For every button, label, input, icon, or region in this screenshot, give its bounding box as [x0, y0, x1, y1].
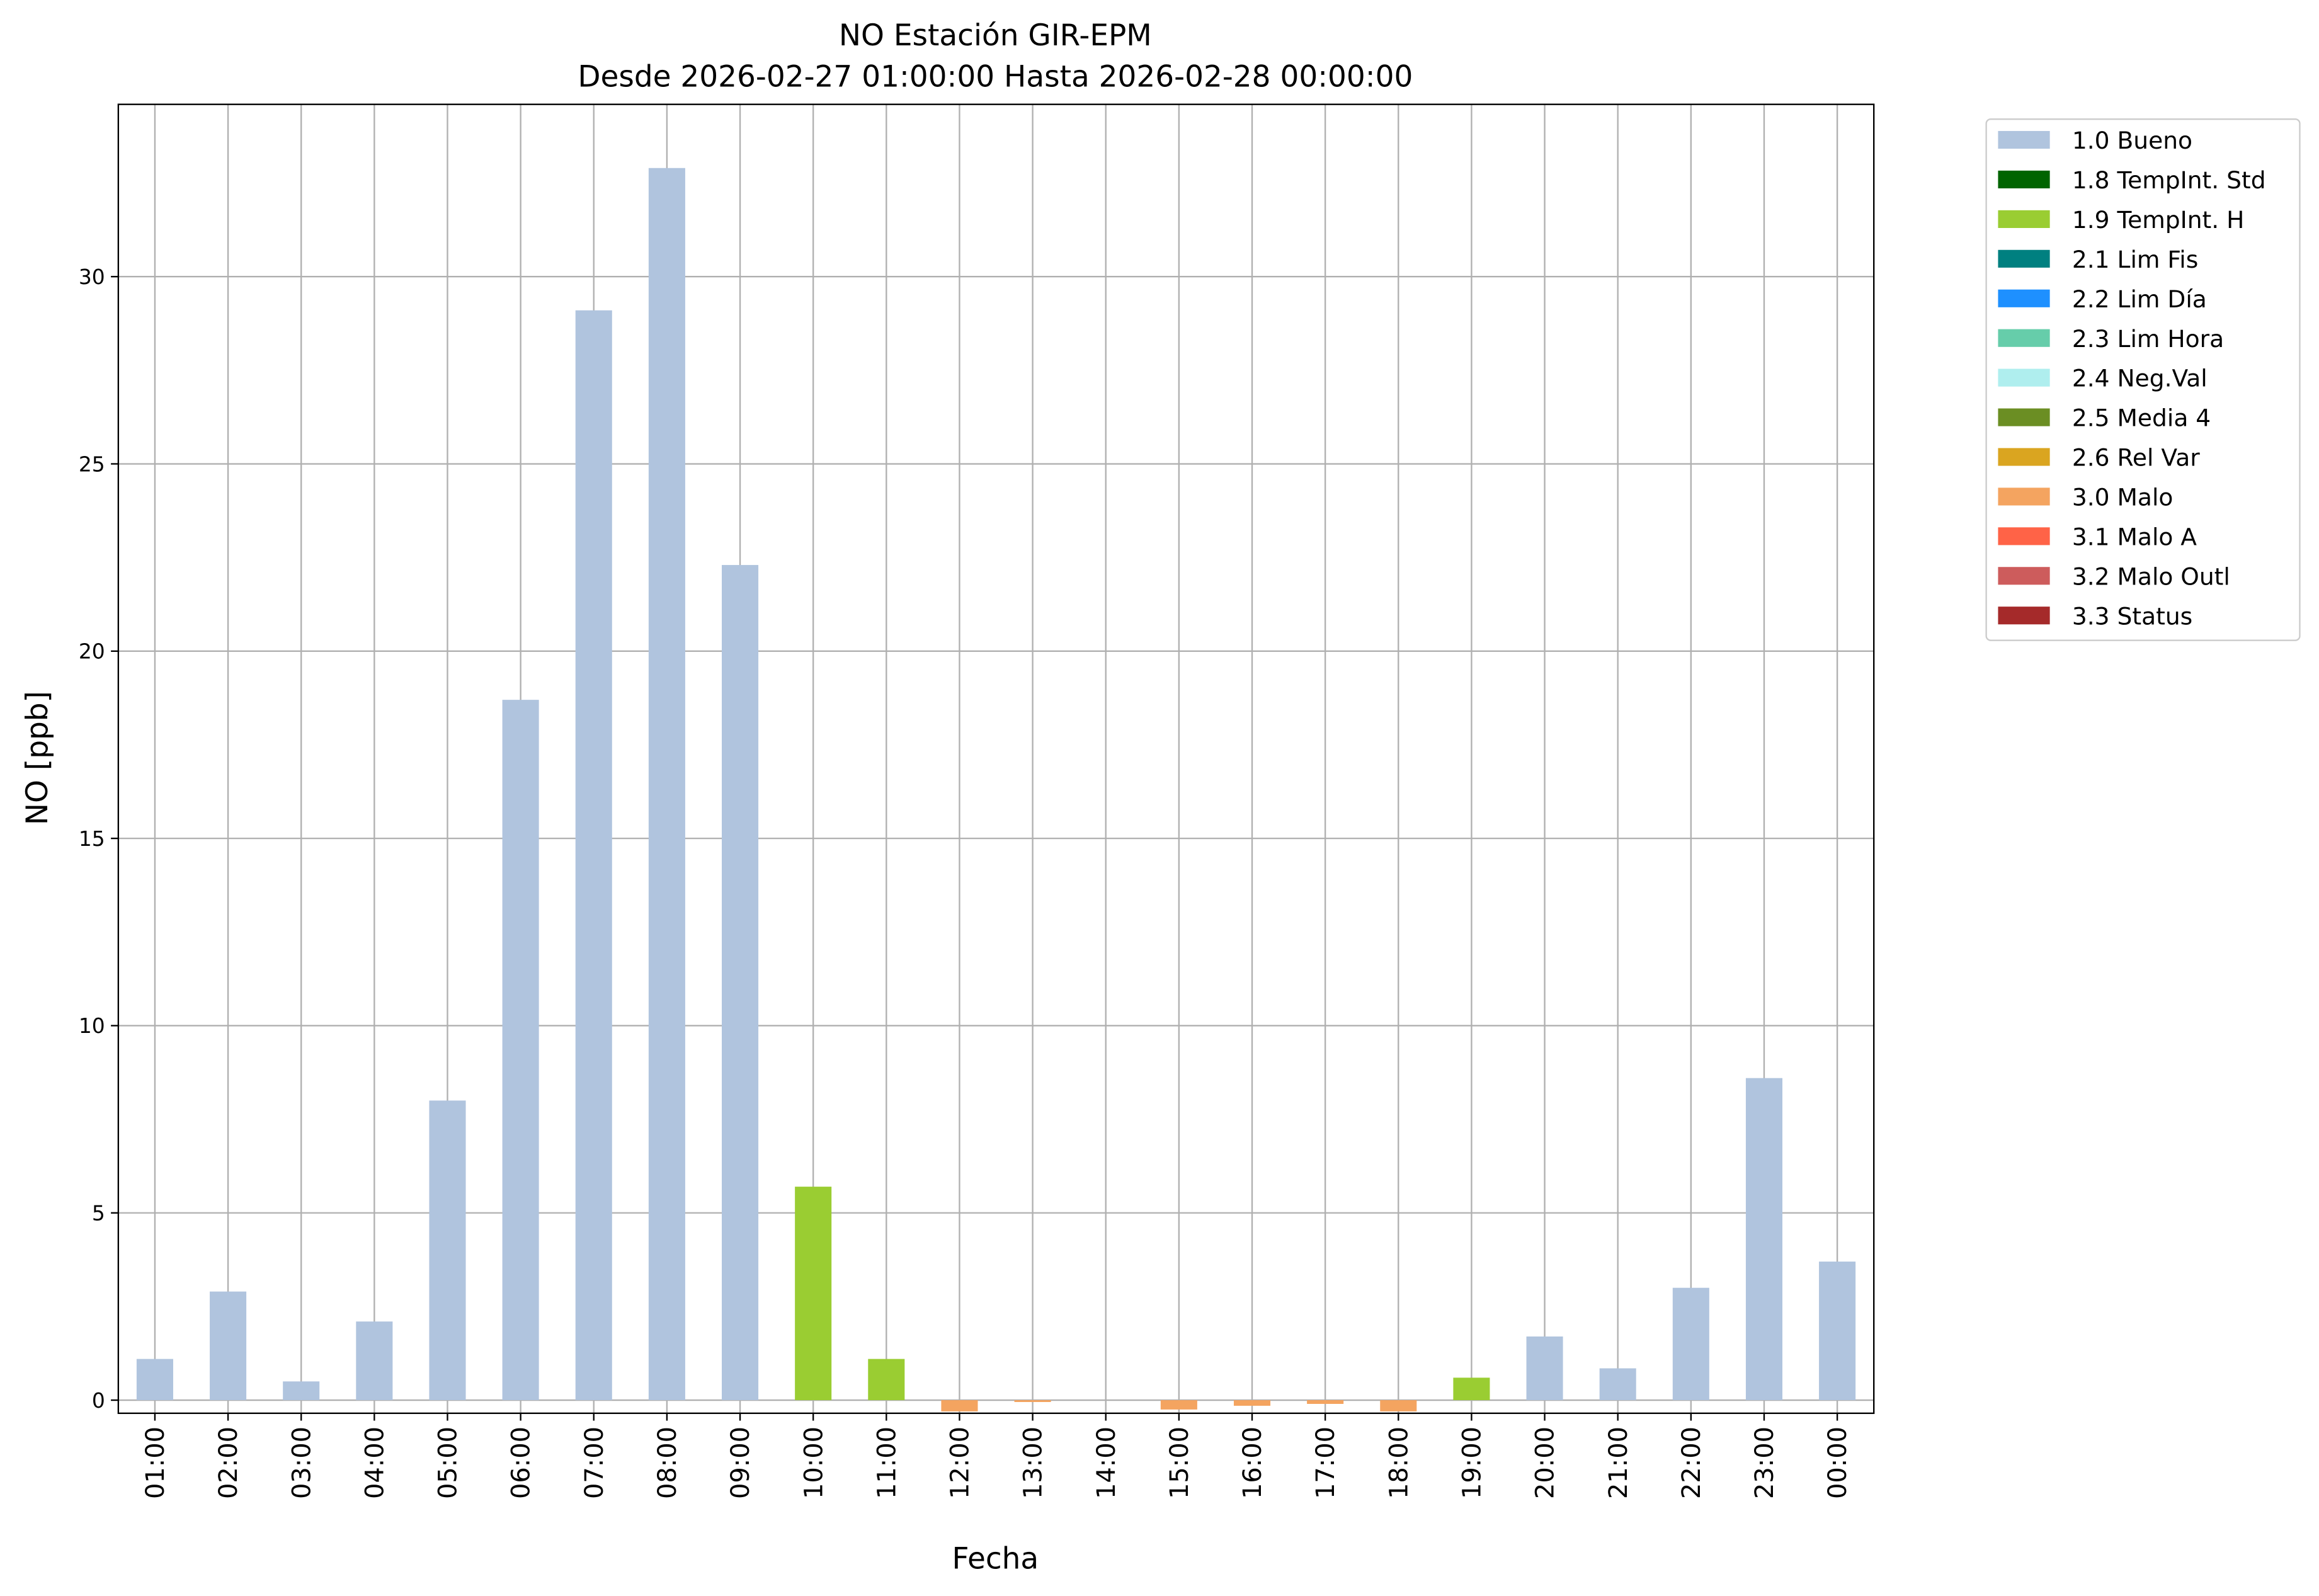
legend-swatch: [1998, 487, 2050, 506]
plot-frame: [117, 103, 1875, 1415]
x-tick-label: 21:00: [1604, 1427, 1633, 1499]
legend-label: 1.9 TempInt. H: [2072, 206, 2245, 234]
legend-label: 2.4 Neg.Val: [2072, 365, 2208, 392]
x-tick-label: 23:00: [1750, 1427, 1779, 1499]
x-tick-label: 12:00: [946, 1427, 975, 1499]
y-tick-label: 10: [79, 1013, 105, 1038]
legend-label: 2.5 Media 4: [2072, 404, 2211, 432]
bar: [210, 1291, 247, 1401]
legend-swatch: [1998, 567, 2050, 585]
x-tick-label: 06:00: [507, 1427, 536, 1499]
bar: [1307, 1400, 1344, 1404]
bar: [1233, 1400, 1271, 1406]
bar: [868, 1359, 905, 1401]
chart-title: NO Estación GIR-EPM: [839, 18, 1152, 53]
legend-label: 1.0 Bueno: [2072, 127, 2192, 154]
x-tick-label: 16:00: [1238, 1427, 1267, 1499]
x-tick-label: 01:00: [141, 1427, 170, 1499]
x-tick-label: 03:00: [287, 1427, 316, 1499]
x-tick-label: 08:00: [653, 1427, 682, 1499]
x-tick-label: 15:00: [1165, 1427, 1194, 1499]
legend-swatch: [1998, 130, 2050, 149]
legend-label: 3.3 Status: [2072, 602, 2192, 630]
x-axis-label: Fecha: [952, 1541, 1039, 1576]
bar: [1526, 1336, 1563, 1401]
bar: [941, 1400, 978, 1411]
chart-subtitle: Desde 2026-02-27 01:00:00 Hasta 2026-02-…: [578, 60, 1413, 94]
bar: [1453, 1377, 1490, 1401]
x-tick-label: 13:00: [1019, 1427, 1048, 1499]
legend-swatch: [1998, 527, 2050, 545]
bar: [429, 1100, 466, 1401]
legend-swatch: [1998, 289, 2050, 307]
x-tick-label: 20:00: [1531, 1427, 1560, 1499]
bar: [283, 1381, 320, 1401]
axes: 0 5 10 15 20 25 30 01:00 02:00 03:00 04:00 05:00 06:…: [79, 103, 1875, 1499]
bar: [648, 168, 685, 1401]
bar: [1160, 1400, 1197, 1410]
legend-swatch: [1998, 607, 2050, 625]
bar: [136, 1359, 173, 1401]
x-tick-label: 14:00: [1092, 1427, 1121, 1499]
y-tick-label: 25: [79, 452, 105, 476]
legend-label: 2.2 Lim Día: [2072, 285, 2207, 313]
x-tick-label: 19:00: [1458, 1427, 1487, 1499]
x-tick-label: 05:00: [434, 1427, 463, 1499]
x-tick-label: 11:00: [872, 1427, 901, 1499]
x-tick-label: 07:00: [580, 1427, 609, 1499]
bar: [356, 1321, 393, 1401]
y-tick-label: 30: [79, 265, 105, 289]
bar: [1819, 1262, 1856, 1401]
legend-frame: [1985, 118, 2301, 641]
x-tick-label: 02:00: [214, 1427, 243, 1499]
legend-label: 2.6 Rel Var: [2072, 444, 2200, 472]
y-tick-label: 15: [79, 826, 105, 851]
bar: [502, 700, 539, 1401]
bar: [1014, 1400, 1051, 1403]
legend-swatch: [1998, 329, 2050, 347]
y-tick-label: 5: [92, 1200, 105, 1225]
bar: [1380, 1400, 1417, 1411]
legend-swatch: [1998, 368, 2050, 387]
bar: [722, 565, 759, 1401]
legend-swatch: [1998, 249, 2050, 268]
y-axis-label: NO [ppb]: [20, 691, 55, 825]
x-tick-label: 17:00: [1311, 1427, 1340, 1499]
bar: [1745, 1078, 1783, 1401]
legend-swatch: [1998, 170, 2050, 189]
legend-swatch: [1998, 448, 2050, 466]
x-tick-label: 00:00: [1823, 1427, 1852, 1499]
x-tick-label: 18:00: [1384, 1427, 1413, 1499]
legend-label: 2.3 Lim Hora: [2072, 325, 2224, 353]
x-tick-label: 22:00: [1677, 1427, 1706, 1499]
legend-label: 3.0 Malo: [2072, 484, 2174, 511]
legend-label: 1.8 TempInt. Std: [2072, 166, 2266, 194]
y-tick-label: 0: [92, 1388, 105, 1413]
x-tick-label: 10:00: [799, 1427, 828, 1499]
legend-label: 3.2 Malo Outl: [2072, 562, 2230, 590]
bar: [1672, 1287, 1709, 1401]
x-tick-label: 09:00: [726, 1427, 755, 1499]
y-tick-label: 20: [79, 639, 105, 664]
bars: [136, 168, 1856, 1411]
legend: 1.0 Bueno 1.8 TempInt. Std 1.9 TempInt. H 2…: [1985, 118, 2301, 641]
x-tick-label: 04:00: [360, 1427, 389, 1499]
bar: [575, 310, 612, 1401]
bar: [795, 1187, 832, 1401]
legend-label: 3.1 Malo A: [2072, 523, 2197, 550]
legend-label: 2.1 Lim Fis: [2072, 246, 2198, 273]
bar: [1599, 1368, 1636, 1401]
legend-swatch: [1998, 210, 2050, 228]
legend-swatch: [1998, 408, 2050, 426]
